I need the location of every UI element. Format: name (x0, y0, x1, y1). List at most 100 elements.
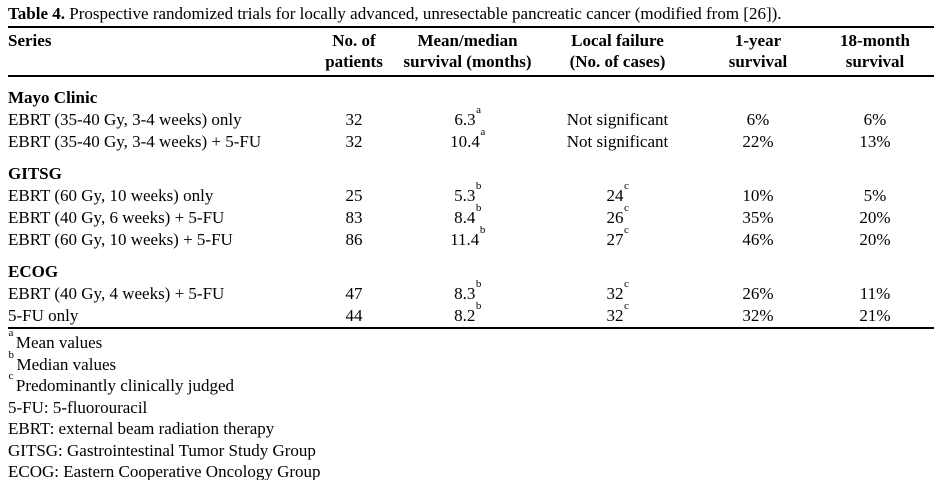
cell-series: EBRT (60 Gy, 10 weeks) only (8, 186, 214, 205)
col-header-local-failure: Local failure (No. of cases) (535, 27, 700, 77)
cell-1-year-survival: 35% (742, 208, 774, 227)
cell-1-year-survival: 6% (746, 110, 770, 129)
footnote-marker: a (8, 327, 14, 340)
cell-patients: 32 (345, 132, 363, 151)
cell-patients: 25 (345, 186, 363, 205)
footnote-line: GITSG: Gastrointestinal Tumor Study Grou… (8, 440, 316, 460)
cell-series: 5-FU only (8, 306, 79, 325)
table-caption-text: Prospective randomized trials for locall… (65, 4, 782, 23)
cell-series: EBRT (60 Gy, 10 weeks) + 5-FU (8, 230, 233, 249)
cell-18-month-survival: 11% (859, 284, 891, 303)
header-row: Series No. of patients Mean/median survi… (8, 27, 934, 77)
cell-patients: 86 (345, 230, 363, 249)
cell-survival: 8.3b (454, 278, 482, 303)
footnote-marker: b (475, 202, 482, 215)
table-row: 5-FU only 44 8.2b 32c 32% 21% (8, 300, 934, 328)
spacer-cell (8, 153, 934, 163)
col-header-line: survival (months) (403, 52, 532, 71)
cell-1-year-survival: 22% (742, 132, 774, 151)
spacer-cell (8, 251, 934, 261)
table-caption: Table 4. Prospective randomized trials f… (8, 4, 934, 24)
col-header-line: 1-year (734, 31, 782, 50)
cell-local-failure: 24c (606, 180, 629, 205)
col-header-line: Local failure (571, 31, 664, 50)
group-header-row: ECOG (8, 261, 934, 283)
footnote-marker: c (624, 202, 629, 215)
cell-patients: 32 (345, 110, 363, 129)
cell-1-year-survival: 10% (742, 186, 774, 205)
footnote-marker: b (475, 180, 482, 193)
table-row: EBRT (40 Gy, 6 weeks) + 5-FU 83 8.4b 26c 35%… (8, 202, 934, 229)
spacer-cell (8, 76, 934, 87)
footnote-marker: c (624, 180, 629, 193)
footnote-line: EBRT: external beam radiation therapy (8, 419, 275, 438)
table-row: EBRT (40 Gy, 4 weeks) + 5-FU 47 8.3b 32c 26%… (8, 278, 934, 305)
col-header-line: 18-month (840, 31, 910, 50)
col-header-18-month-survival: 18-month survival (816, 27, 934, 77)
table-row: EBRT (60 Gy, 10 weeks) only 25 5.3b 24c 10% 5… (8, 180, 934, 207)
cell-18-month-survival: 20% (859, 230, 891, 249)
trials-table: Series No. of patients Mean/median survi… (8, 26, 934, 329)
cell-patients: 47 (345, 284, 363, 303)
col-header-line: patients (325, 52, 383, 71)
cell-18-month-survival: 13% (859, 132, 891, 151)
table-row: EBRT (60 Gy, 10 weeks) + 5-FU 86 11.4b 27c 4… (8, 224, 934, 251)
footnote-marker: c (624, 278, 629, 291)
group-header-row: Mayo Clinic (8, 87, 934, 109)
cell-1-year-survival: 32% (742, 306, 774, 325)
col-header-line: survival (845, 52, 905, 71)
footnote-line: c Predominantly clinically judged (8, 370, 235, 395)
footnote-marker: b (475, 300, 482, 313)
cell-survival: 10.4a (450, 126, 486, 151)
group-name: GITSG (8, 164, 62, 183)
col-header-survival: Mean/median survival (months) (400, 27, 535, 77)
footnote-line: b Median values (8, 348, 117, 374)
footnote-marker: a (476, 104, 482, 117)
table-row: EBRT (35-40 Gy, 3-4 weeks) + 5-FU 32 10.4a… (8, 126, 934, 153)
cell-18-month-survival: 6% (863, 110, 887, 129)
cell-survival: 8.2b (454, 300, 482, 325)
footnote-marker: c (624, 224, 629, 237)
col-header-1-year-survival: 1-year survival (700, 27, 816, 77)
cell-1-year-survival: 26% (742, 284, 774, 303)
cell-local-failure: 26c (606, 202, 629, 227)
footnote-marker: a (480, 126, 486, 139)
col-header-line: (No. of cases) (569, 52, 666, 71)
cell-18-month-survival: 21% (859, 306, 891, 325)
group-name: ECOG (8, 262, 59, 281)
cell-series: EBRT (40 Gy, 4 weeks) + 5-FU (8, 284, 225, 303)
footnote-line: ECOG: Eastern Cooperative Oncology Group (8, 462, 321, 480)
col-header-series: Series (8, 27, 308, 77)
col-header-patients: No. of patients (308, 27, 400, 77)
group-name: Mayo Clinic (8, 88, 98, 107)
cell-patients: 44 (345, 306, 363, 325)
cell-survival: 11.4b (450, 224, 486, 249)
table-row: EBRT (35-40 Gy, 3-4 weeks) only 32 6.3a Not… (8, 104, 934, 131)
cell-18-month-survival: 20% (859, 208, 891, 227)
cell-local-failure: Not significant (566, 132, 669, 151)
footnotes: a Mean values b Median values c Predominantly… (8, 327, 934, 480)
footnote-line: a Mean values (8, 327, 103, 352)
group-header-row: GITSG (8, 163, 934, 185)
footnote-marker: b (475, 278, 482, 291)
cell-local-failure: 32c (606, 278, 629, 303)
footnote-marker: b (479, 224, 486, 237)
cell-series: EBRT (35-40 Gy, 3-4 weeks) only (8, 110, 242, 129)
cell-local-failure: Not significant (566, 110, 669, 129)
spacer-row (8, 251, 934, 261)
cell-18-month-survival: 5% (863, 186, 887, 205)
cell-survival: 6.3a (454, 104, 482, 129)
cell-patients: 83 (345, 208, 363, 227)
col-header-line: No. of (332, 31, 376, 50)
footnote-marker: c (624, 300, 629, 313)
col-header-line: Series (8, 31, 52, 50)
cell-series: EBRT (35-40 Gy, 3-4 weeks) + 5-FU (8, 132, 262, 151)
cell-survival: 5.3b (454, 180, 482, 205)
cell-survival: 8.4b (454, 202, 482, 227)
col-header-line: Mean/median (417, 31, 518, 50)
footnote-line: 5-FU: 5-fluorouracil (8, 397, 148, 417)
footnote-marker: c (8, 370, 14, 383)
table-caption-label: Table 4. (8, 4, 66, 23)
spacer-row (8, 153, 934, 163)
spacer-row (8, 76, 934, 87)
